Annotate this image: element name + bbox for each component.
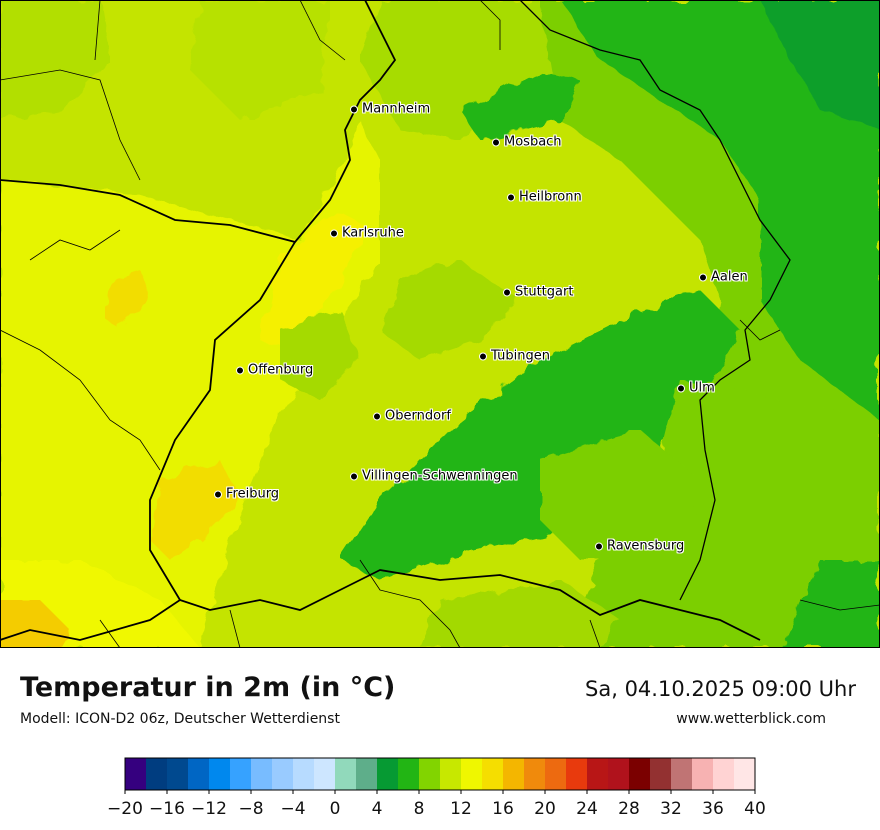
city-dot-icon <box>330 229 338 237</box>
legend-tick-label: 16 <box>492 799 514 819</box>
city-label: Ulm <box>689 380 715 396</box>
city-marker: Mosbach <box>492 135 562 150</box>
legend-color-swatch <box>629 758 651 790</box>
legend-color-swatch <box>566 758 588 790</box>
legend-tick-label: 4 <box>372 799 383 819</box>
legend-tick-label: −16 <box>149 799 185 819</box>
legend-tick-label: 40 <box>744 799 766 819</box>
legend-tick-label: −8 <box>238 799 263 819</box>
city-label: Villingen-Schwenningen <box>362 468 518 484</box>
legend-tick-label: −4 <box>280 799 305 819</box>
legend-color-swatch <box>503 758 525 790</box>
city-marker: Ulm <box>677 381 715 396</box>
legend-color-swatch <box>335 758 357 790</box>
legend-tick-label: 0 <box>330 799 341 819</box>
legend-tick-label: −20 <box>107 799 143 819</box>
legend-frame <box>124 757 756 791</box>
color-legend: −20 −16 −12 −8 −4 0 4 8 12 16 20 24 28 32 36 40 <box>107 757 766 819</box>
legend-color-swatch <box>377 758 399 790</box>
city-dot-icon <box>503 288 511 296</box>
city-marker: Aalen <box>699 270 748 285</box>
city-marker: Tübingen <box>479 349 550 364</box>
city-label: Mosbach <box>504 134 562 150</box>
city-marker: Freiburg <box>214 487 279 502</box>
city-label: Karlsruhe <box>342 225 404 241</box>
legend-color-swatch <box>188 758 210 790</box>
city-label: Aalen <box>711 269 748 285</box>
city-dot-icon <box>479 352 487 360</box>
legend-color-swatch <box>545 758 567 790</box>
city-label: Tübingen <box>491 348 550 364</box>
legend-color-swatch <box>692 758 714 790</box>
city-label: Mannheim <box>362 101 431 117</box>
city-marker: Mannheim <box>350 102 430 117</box>
legend-color-swatch <box>125 758 147 790</box>
map-title: Temperatur in 2m (in °C) <box>20 672 396 703</box>
legend-color-swatch <box>146 758 168 790</box>
temperature-map <box>0 0 880 648</box>
legend-color-swatch <box>167 758 189 790</box>
legend-color-swatch <box>671 758 693 790</box>
legend-color-swatch <box>713 758 735 790</box>
legend-color-swatch <box>482 758 504 790</box>
forecast-datetime: Sa, 04.10.2025 09:00 Uhr <box>585 677 856 701</box>
website-link[interactable]: www.wetterblick.com <box>676 711 826 727</box>
city-label: Oberndorf <box>385 408 451 424</box>
city-marker: Villingen-Schwenningen <box>350 469 518 484</box>
model-source: Modell: ICON-D2 06z, Deutscher Wetterdie… <box>20 711 340 727</box>
legend-color-swatch <box>398 758 420 790</box>
legend-color-swatch <box>650 758 672 790</box>
city-dot-icon <box>507 193 515 201</box>
legend-color-swatch <box>230 758 252 790</box>
temperature-field <box>0 0 880 648</box>
city-dot-icon <box>492 138 500 146</box>
legend-tick-label: 8 <box>414 799 425 819</box>
legend-tick-label: 32 <box>660 799 682 819</box>
legend-color-swatch <box>251 758 273 790</box>
city-label: Freiburg <box>226 486 280 502</box>
legend-color-swatch <box>419 758 441 790</box>
legend-color-swatch <box>293 758 315 790</box>
legend-color-swatch <box>209 758 231 790</box>
legend-tick-label: 12 <box>450 799 472 819</box>
borders <box>0 0 880 648</box>
city-dot-icon <box>677 384 685 392</box>
city-label: Heilbronn <box>519 189 582 205</box>
legend-tick-label: 20 <box>534 799 556 819</box>
legend-color-swatch <box>440 758 462 790</box>
city-dot-icon <box>699 273 707 281</box>
city-label: Stuttgart <box>515 284 574 300</box>
city-marker: Heilbronn <box>507 190 582 205</box>
legend-color-swatch <box>356 758 378 790</box>
legend-color-swatch <box>461 758 483 790</box>
city-marker: Stuttgart <box>503 285 573 300</box>
city-label: Ravensburg <box>607 538 685 554</box>
legend-color-swatch <box>587 758 609 790</box>
legend-tick-label: −12 <box>191 799 227 819</box>
city-marker: Ravensburg <box>595 539 684 554</box>
city-dot-icon <box>214 490 222 498</box>
legend-color-swatch <box>734 758 756 790</box>
city-marker: Karlsruhe <box>330 226 404 241</box>
legend-color-swatch <box>608 758 630 790</box>
legend-color-swatch <box>314 758 336 790</box>
city-dot-icon <box>595 542 603 550</box>
city-dot-icon <box>373 412 381 420</box>
city-dot-icon <box>236 366 244 374</box>
city-marker: Oberndorf <box>373 409 451 424</box>
legend-tick-label: 36 <box>702 799 724 819</box>
city-label: Offenburg <box>248 362 314 378</box>
legend-color-swatch <box>524 758 546 790</box>
legend-tick-label: 28 <box>618 799 640 819</box>
city-dot-icon <box>350 472 358 480</box>
city-dot-icon <box>350 105 358 113</box>
legend-color-swatch <box>272 758 294 790</box>
city-marker: Offenburg <box>236 363 313 378</box>
legend-tick-label: 24 <box>576 799 598 819</box>
